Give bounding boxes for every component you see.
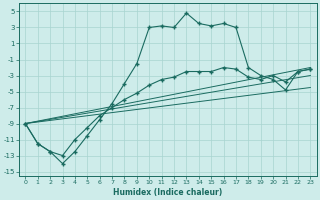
- X-axis label: Humidex (Indice chaleur): Humidex (Indice chaleur): [113, 188, 222, 197]
